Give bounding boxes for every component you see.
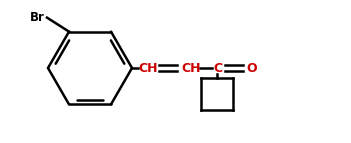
Text: O: O <box>246 61 257 75</box>
Text: C: C <box>213 61 222 75</box>
Text: CH: CH <box>138 61 158 75</box>
Text: Br: Br <box>30 11 45 24</box>
Text: CH: CH <box>181 61 200 75</box>
